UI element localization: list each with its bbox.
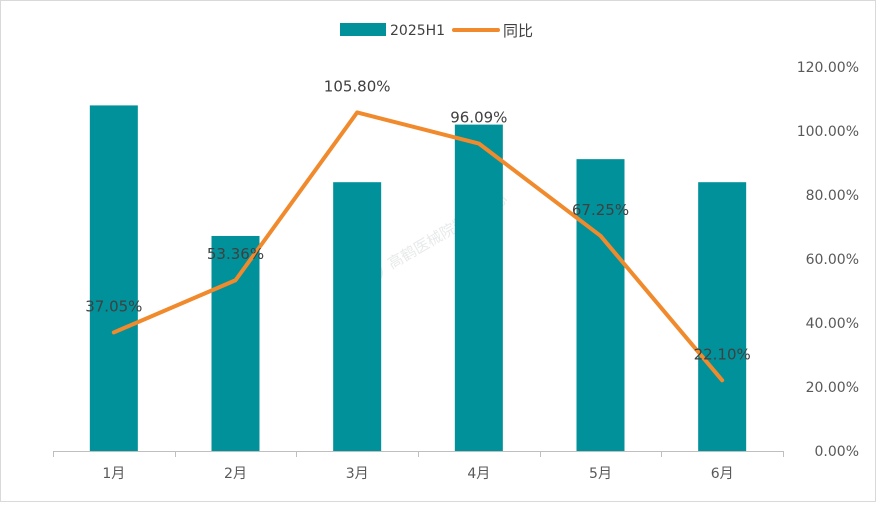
legend-bar-label: 2025H1	[390, 23, 445, 39]
y-tick-label: 80.00%	[806, 188, 859, 204]
y-tick-label: 120.00%	[797, 60, 859, 76]
y-tick-label: 20.00%	[806, 380, 859, 396]
data-label: 22.10%	[694, 345, 751, 363]
line-data-labels: 37.05% 53.36% 105.80% 96.09% 67.25% 22.10%	[85, 77, 751, 363]
x-tick-label: 1月	[102, 466, 125, 482]
legend-line-label: 同比	[503, 22, 533, 40]
data-label: 105.80%	[324, 77, 391, 95]
data-label: 37.05%	[85, 297, 142, 315]
data-label: 67.25%	[572, 201, 629, 219]
y-tick-label: 100.00%	[797, 124, 859, 140]
bar-1	[89, 105, 138, 452]
x-tick-label: 6月	[711, 466, 734, 482]
x-tick-label: 3月	[346, 466, 369, 482]
data-label: 53.36%	[207, 245, 264, 263]
line-path	[111, 110, 725, 383]
x-axis	[53, 451, 784, 457]
bar-series	[89, 105, 747, 452]
x-tick-label: 4月	[467, 466, 490, 482]
bar-3	[333, 182, 382, 451]
y-tick-label: 0.00%	[815, 444, 859, 460]
line-series	[111, 110, 725, 383]
legend-bar-swatch	[340, 23, 386, 36]
y-right-tick-labels: 0.00% 20.00% 40.00% 60.00% 80.00% 100.00% 120.…	[797, 60, 859, 460]
bar-6	[698, 182, 747, 451]
y-tick-label: 40.00%	[806, 316, 859, 332]
x-tick-labels: 1月 2月 3月 4月 5月 6月	[102, 466, 733, 482]
bar-4	[454, 124, 503, 451]
x-tick-label: 2月	[224, 466, 247, 482]
x-tick-label: 5月	[589, 466, 612, 482]
legend: 2025H1 同比	[340, 22, 533, 40]
data-label: 96.09%	[450, 109, 507, 127]
bar-2	[211, 235, 260, 451]
y-tick-label: 60.00%	[806, 252, 859, 268]
bar-5	[576, 159, 625, 451]
